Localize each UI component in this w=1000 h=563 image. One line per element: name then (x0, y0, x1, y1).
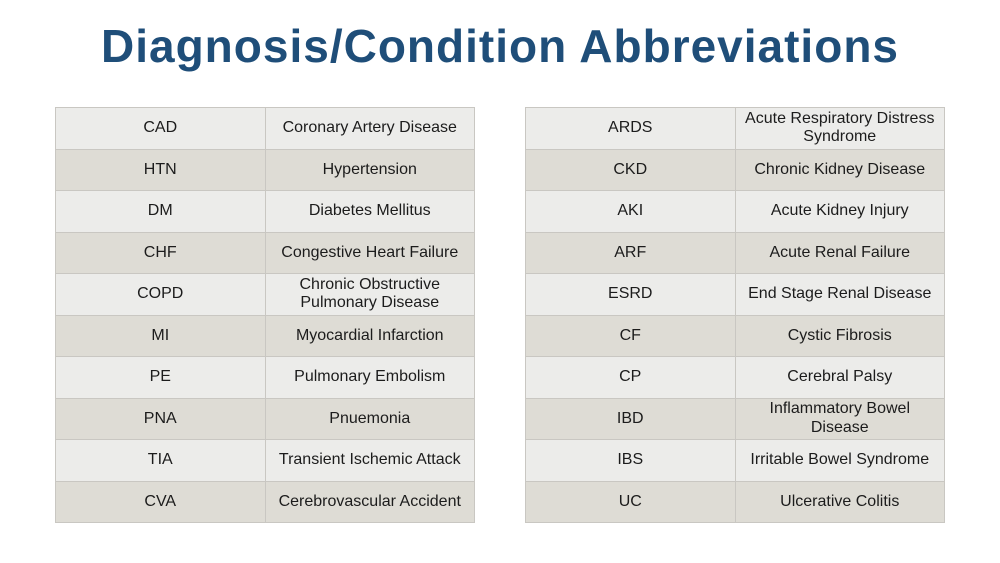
abbreviation-cell: ARF (525, 231, 736, 274)
meaning-cell: Acute Kidney Injury (734, 190, 945, 233)
meaning-cell: Pulmonary Embolism (264, 356, 475, 399)
abbreviations-table-right: ARDS Acute Respiratory Distress Syndrome… (525, 107, 945, 523)
meaning-cell: Congestive Heart Failure (264, 231, 475, 274)
meaning-cell: Hypertension (264, 148, 475, 191)
meaning-cell: Pnuemonia (264, 397, 475, 440)
tables-container: CAD Coronary Artery Disease HTN Hyperten… (0, 107, 1000, 523)
abbreviation-cell: CKD (525, 148, 736, 191)
table-row: CF Cystic Fibrosis (525, 314, 945, 357)
abbreviation-cell: CHF (55, 231, 266, 274)
meaning-cell: End Stage Renal Disease (734, 273, 945, 316)
table-row: MI Myocardial Infarction (55, 314, 475, 357)
abbreviation-cell: IBD (525, 397, 736, 440)
meaning-cell: Chronic Kidney Disease (734, 148, 945, 191)
meaning-cell: Acute Respiratory Distress Syndrome (734, 107, 945, 150)
meaning-cell: Acute Renal Failure (734, 231, 945, 274)
table-row: UC Ulcerative Colitis (525, 480, 945, 523)
table-row: ARDS Acute Respiratory Distress Syndrome (525, 107, 945, 150)
abbreviation-cell: TIA (55, 439, 266, 482)
abbreviation-cell: PE (55, 356, 266, 399)
table-row: DM Diabetes Mellitus (55, 190, 475, 233)
abbreviation-cell: PNA (55, 397, 266, 440)
table-row: AKI Acute Kidney Injury (525, 190, 945, 233)
meaning-cell: Transient Ischemic Attack (264, 439, 475, 482)
meaning-cell: Ulcerative Colitis (734, 480, 945, 523)
abbreviation-cell: COPD (55, 273, 266, 316)
table-row: PE Pulmonary Embolism (55, 356, 475, 399)
abbreviation-cell: HTN (55, 148, 266, 191)
abbreviation-cell: IBS (525, 439, 736, 482)
abbreviation-cell: CVA (55, 480, 266, 523)
table-row: HTN Hypertension (55, 148, 475, 191)
abbreviation-cell: DM (55, 190, 266, 233)
table-row: CKD Chronic Kidney Disease (525, 148, 945, 191)
abbreviation-cell: CAD (55, 107, 266, 150)
abbreviation-cell: ARDS (525, 107, 736, 150)
abbreviation-cell: AKI (525, 190, 736, 233)
table-row: CP Cerebral Palsy (525, 356, 945, 399)
meaning-cell: Myocardial Infarction (264, 314, 475, 357)
meaning-cell: Inflammatory Bowel Disease (734, 397, 945, 440)
meaning-cell: Cerebrovascular Accident (264, 480, 475, 523)
abbreviation-cell: MI (55, 314, 266, 357)
table-row: TIA Transient Ischemic Attack (55, 439, 475, 482)
page-title: Diagnosis/Condition Abbreviations (101, 20, 899, 72)
meaning-cell: Cerebral Palsy (734, 356, 945, 399)
abbreviation-cell: ESRD (525, 273, 736, 316)
table-row: IBD Inflammatory Bowel Disease (525, 397, 945, 440)
table-row: IBS Irritable Bowel Syndrome (525, 439, 945, 482)
meaning-cell: Irritable Bowel Syndrome (734, 439, 945, 482)
table-row: PNA Pnuemonia (55, 397, 475, 440)
meaning-cell: Cystic Fibrosis (734, 314, 945, 357)
meaning-cell: Coronary Artery Disease (264, 107, 475, 150)
table-row: ARF Acute Renal Failure (525, 231, 945, 274)
abbreviation-cell: CF (525, 314, 736, 357)
table-row: CHF Congestive Heart Failure (55, 231, 475, 274)
table-row: CVA Cerebrovascular Accident (55, 480, 475, 523)
meaning-cell: Diabetes Mellitus (264, 190, 475, 233)
abbreviation-cell: CP (525, 356, 736, 399)
table-row: ESRD End Stage Renal Disease (525, 273, 945, 316)
meaning-cell: Chronic Obstructive Pulmonary Disease (264, 273, 475, 316)
abbreviations-table-left: CAD Coronary Artery Disease HTN Hyperten… (55, 107, 475, 523)
abbreviation-cell: UC (525, 480, 736, 523)
table-row: COPD Chronic Obstructive Pulmonary Disea… (55, 273, 475, 316)
table-row: CAD Coronary Artery Disease (55, 107, 475, 150)
